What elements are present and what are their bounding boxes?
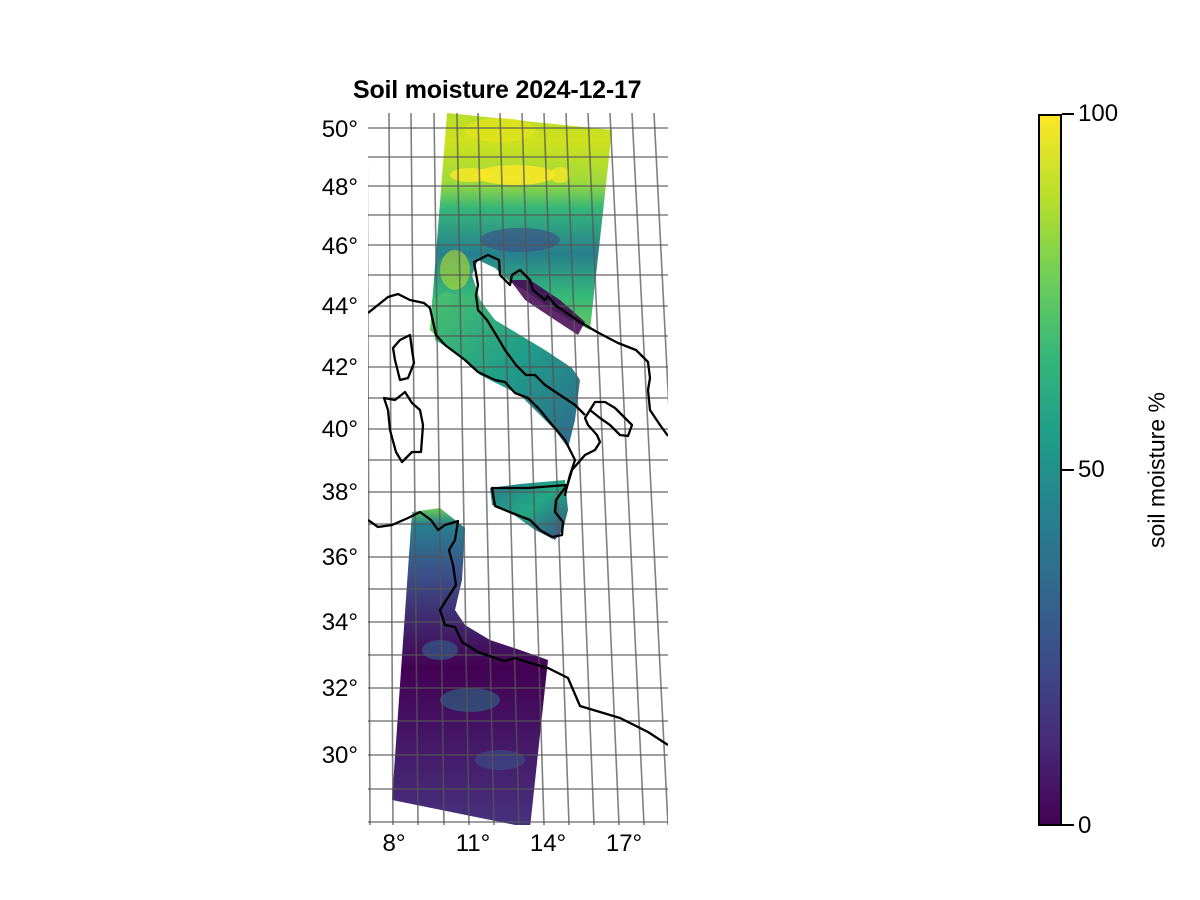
y-tick-46: 46° (321, 233, 358, 260)
colorbar-label-0: 0 (1078, 812, 1092, 839)
y-tick-34: 34° (321, 609, 358, 636)
y-tick-36: 36° (321, 544, 358, 571)
colorbar-tick-50 (1062, 469, 1074, 471)
y-tick-42: 42° (321, 354, 358, 381)
y-tick-30: 30° (321, 742, 358, 769)
colorbar-tick-0 (1062, 824, 1074, 826)
colorbar-gradient (1039, 115, 1061, 825)
chart-title: Soil moisture 2024-12-17 (353, 76, 642, 104)
y-tick-48: 48° (321, 174, 358, 201)
colorbar-label-100: 100 (1078, 100, 1119, 127)
italy-swath (432, 292, 580, 448)
y-tick-44: 44° (321, 293, 358, 320)
lon-gridlines (368, 113, 668, 825)
x-tick-14: 14° (529, 830, 567, 857)
colorbar-tick-100 (1062, 113, 1074, 115)
colorbar-title: soil moisture % (1143, 392, 1170, 548)
south-swath (392, 508, 548, 825)
colorbar (1038, 114, 1062, 826)
y-tick-40: 40° (321, 416, 358, 443)
y-tick-38: 38° (321, 479, 358, 506)
x-tick-8: 8° (382, 830, 406, 857)
y-tick-32: 32° (321, 675, 358, 702)
coastlines (368, 253, 668, 746)
x-tick-17: 17° (605, 830, 643, 857)
x-tick-11: 11° (455, 830, 491, 857)
y-tick-50: 50° (321, 116, 358, 143)
colorbar-label-50: 50 (1078, 456, 1105, 483)
